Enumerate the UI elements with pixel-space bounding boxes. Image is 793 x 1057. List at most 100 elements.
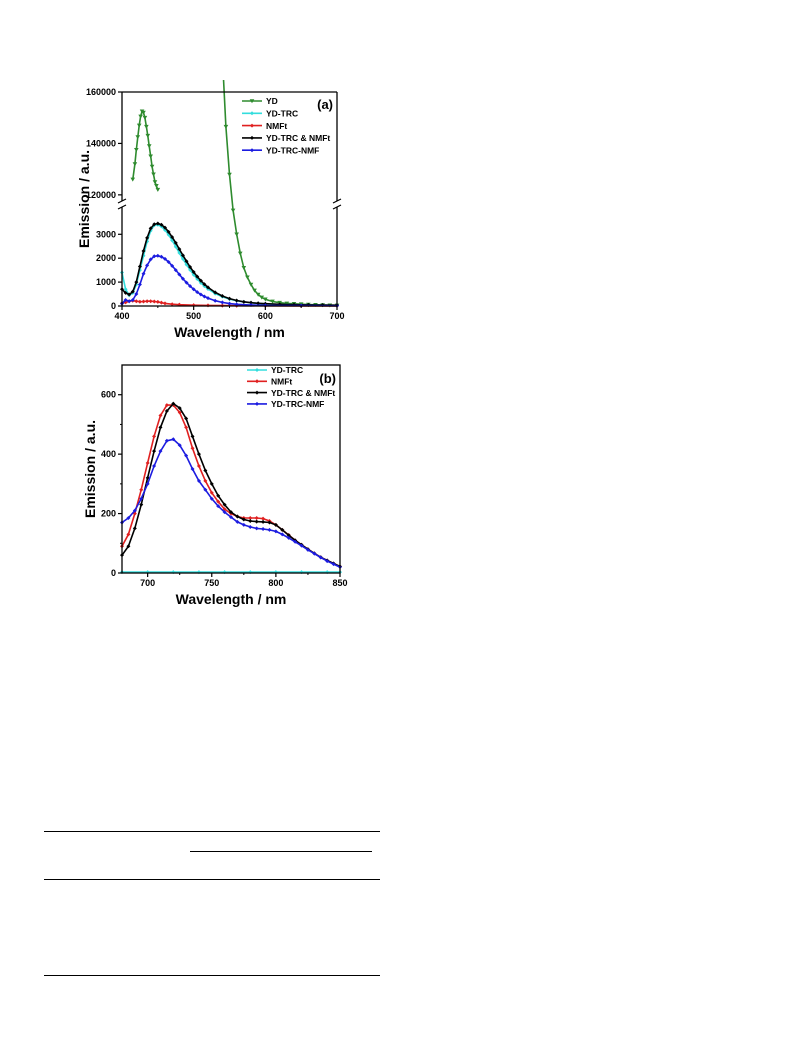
data-point-yd-0-2 — [134, 148, 139, 153]
data-point-yd-trc-2 — [171, 570, 176, 575]
data-point-yd-trc-nmf-30 — [312, 551, 317, 556]
data-point-yd-trc-nmf-0-7 — [145, 263, 150, 268]
data-point-yd-trc-nmft-20 — [248, 519, 253, 523]
data-point-nmft-1 — [126, 532, 131, 537]
data-point-yd-0-10 — [145, 133, 151, 138]
data-point-yd-trc-nmft-10 — [184, 416, 189, 421]
data-point-yd-trc-nmft-19 — [241, 517, 246, 522]
data-point-yd-trc-nmft-0-18 — [184, 259, 189, 264]
data-point-nmft-5 — [152, 434, 157, 439]
legend-marker-yd-trc-nmf — [250, 148, 254, 153]
y-tick-label-120000: 120000 — [86, 190, 116, 200]
data-point-yd-trc-nmft-11 — [190, 434, 195, 439]
data-point-yd-trc-nmft-0-17 — [180, 253, 185, 258]
data-point-yd-trc-nmf-14 — [209, 496, 214, 501]
data-point-yd-trc-nmf-26 — [286, 535, 291, 540]
y-axis-label: Emission / a.u. — [82, 420, 98, 518]
data-point-yd-trc-nmf-0-8 — [148, 257, 153, 262]
data-point-yd-trc-0-16 — [177, 250, 182, 255]
data-point-yd-0-9 — [144, 124, 149, 129]
legend-label-yd: YD — [266, 96, 278, 106]
data-point-yd-trc-nmf-0-21 — [195, 290, 200, 295]
data-point-yd-trc-nmft-0-13 — [166, 229, 171, 234]
panel-label: (a) — [317, 97, 333, 112]
series-yd-trc — [120, 222, 339, 308]
plot-area — [120, 401, 342, 575]
data-point-yd-trc-nmft-0-28 — [234, 298, 239, 303]
data-point-yd-trc-nmf-0-13 — [166, 260, 171, 265]
data-point-yd-trc-nmft-5 — [152, 449, 157, 454]
data-point-nmft-4 — [145, 461, 150, 466]
data-point-yd-trc-0-22 — [198, 280, 203, 285]
data-point-nmft-9 — [177, 410, 182, 415]
data-point-yd-trc-6 — [273, 570, 278, 575]
data-point-nmft-0-13 — [170, 302, 175, 307]
data-point-yd-trc-nmf-4 — [145, 481, 150, 486]
x-axis-label: Wavelength / nm — [176, 591, 287, 607]
data-point-yd-0-7 — [141, 110, 146, 115]
data-point-yd-trc-nmf-9 — [177, 443, 182, 448]
data-point-yd-trc-nmf-0-17 — [180, 276, 185, 281]
data-point-yd-trc-nmft-6 — [158, 425, 163, 430]
data-point-yd-trc-nmf-0-20 — [191, 287, 196, 292]
data-point-yd-trc-nmft-16 — [222, 502, 227, 507]
x-tick-label-400: 400 — [114, 311, 129, 321]
y-tick-label-160000: 160000 — [86, 87, 116, 97]
legend-label-nmft: NMFt — [266, 121, 287, 131]
data-point-yd-1-17 — [284, 301, 290, 306]
data-point-yd-trc-nmft-0-30 — [249, 300, 253, 305]
legend-label-yd-trc-nmf: YD-TRC-NMF — [266, 145, 319, 155]
data-point-yd-trc-0-8 — [148, 228, 153, 233]
data-point-yd-trc-nmf-0-10 — [155, 253, 160, 258]
axis-break-mark-0-b — [117, 204, 127, 210]
data-point-yd-trc-nmf-27 — [293, 539, 298, 544]
data-point-yd-trc-nmft-0-10 — [155, 221, 160, 226]
data-point-yd-trc-nmft-2 — [132, 526, 137, 531]
series-yd — [130, 80, 340, 308]
x-tick-label-600: 600 — [258, 311, 273, 321]
data-point-yd-trc-nmf-29 — [305, 547, 310, 552]
series-line-yd-trc-nmft — [121, 402, 341, 568]
legend-marker-yd-trc — [250, 111, 254, 116]
data-point-yd-trc-nmf-31 — [318, 555, 323, 560]
data-point-nmft-0-10 — [155, 299, 160, 304]
legend-label-yd-trc-nmft: YD-TRC & NMFt — [266, 133, 330, 143]
x-tick-label-700: 700 — [140, 578, 155, 588]
data-point-yd-trc-nmf-5 — [152, 464, 157, 469]
data-point-yd-trc-nmft-18 — [235, 514, 240, 519]
data-point-yd-trc-nmft-25 — [280, 527, 285, 532]
y-tick-label-400: 400 — [101, 449, 116, 459]
table-top-rule — [44, 831, 380, 832]
legend-marker-yd-trc-nmf — [255, 401, 259, 406]
data-point-yd-trc-nmft-1 — [126, 544, 131, 549]
data-point-yd-0-13 — [149, 164, 155, 169]
table-header-rule — [44, 879, 380, 880]
data-point-yd-trc-nmf-0-6 — [141, 271, 146, 276]
data-point-yd-trc-nmft-3 — [139, 502, 144, 507]
data-point-yd-trc-nmf-23 — [267, 527, 272, 532]
data-point-nmft-0-4 — [134, 299, 139, 304]
legend-label-yd-trc: YD-TRC — [266, 109, 298, 119]
data-point-yd-trc-nmf-0-12 — [163, 256, 167, 261]
data-point-yd-trc-nmf-0-25 — [213, 298, 218, 303]
data-point-yd-trc-nmft-0-1 — [123, 290, 128, 295]
data-point-yd-trc-0-1 — [123, 287, 128, 292]
data-point-yd-0-17 — [155, 187, 161, 192]
data-point-nmft-7 — [164, 403, 169, 408]
data-point-yd-trc-nmf-21 — [254, 526, 259, 531]
data-point-yd-trc-0-21 — [195, 276, 200, 281]
data-point-yd-trc-nmft-14 — [209, 481, 214, 486]
data-point-nmft-10 — [184, 425, 189, 430]
data-point-yd-trc-nmf-33 — [331, 562, 336, 567]
data-point-yd-1-5 — [230, 208, 236, 213]
data-point-yd-trc-nmft-8 — [171, 401, 176, 406]
data-point-yd-trc-nmf-0-1 — [123, 298, 128, 303]
data-point-yd-trc-1 — [145, 570, 150, 575]
series-line-nmft — [121, 404, 341, 568]
data-point-yd-trc-nmf-0-2 — [127, 299, 132, 304]
data-point-yd-trc-nmf-0-16 — [177, 272, 182, 277]
data-point-yd-trc-nmft-0-14 — [170, 235, 175, 240]
data-point-yd-1-15 — [270, 299, 275, 304]
data-point-yd-trc-nmft-0-25 — [213, 290, 218, 295]
data-point-yd-trc-nmft-0-31 — [256, 301, 261, 306]
